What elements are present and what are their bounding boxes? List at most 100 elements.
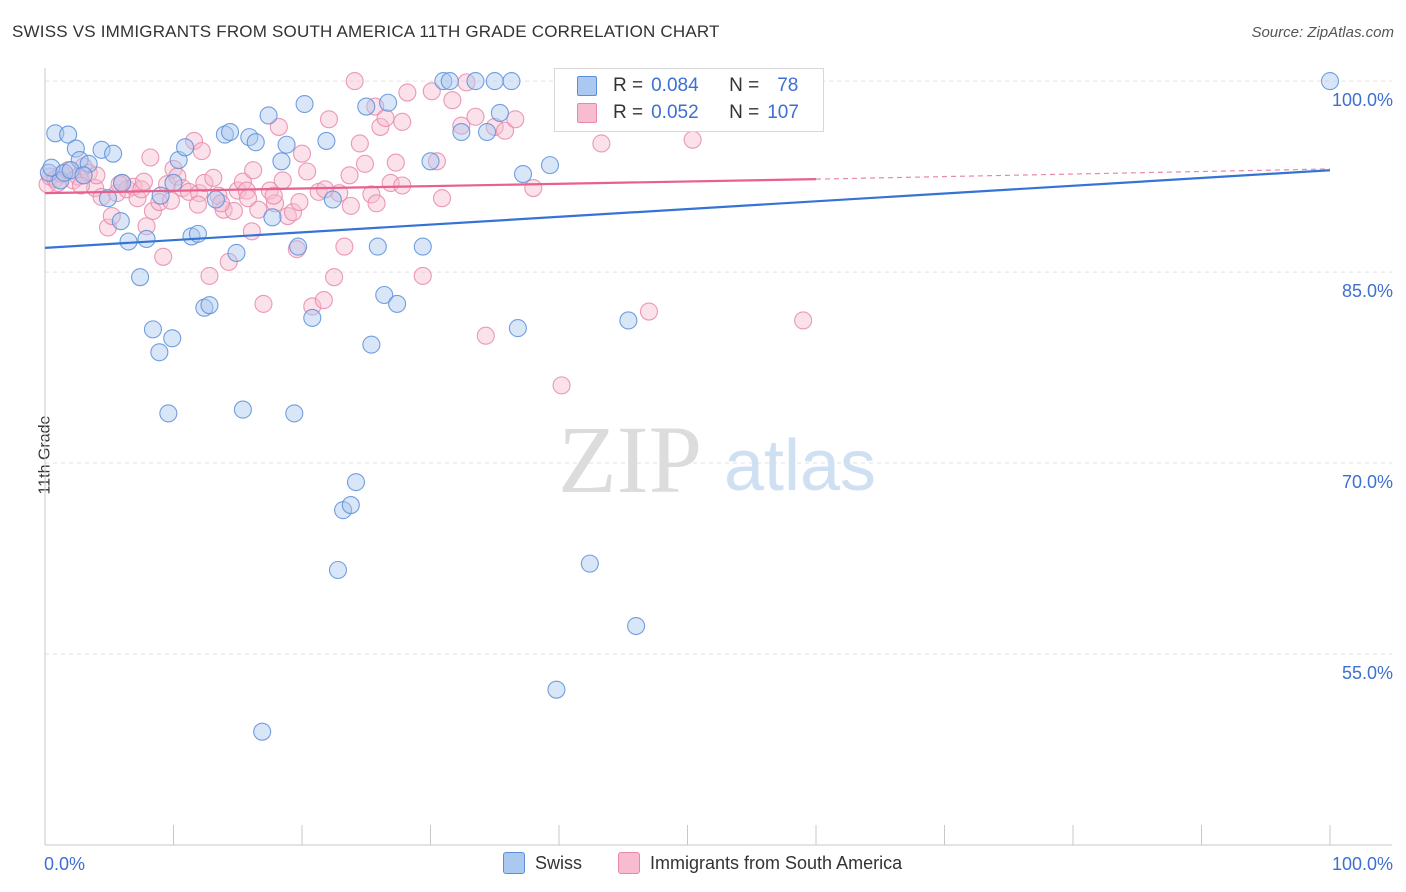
point-swiss <box>74 166 93 185</box>
trend-lines <box>44 168 1331 249</box>
point-swiss <box>1320 72 1340 91</box>
point-immigrants <box>371 117 390 136</box>
legend-row-swiss: R = 0.084 N = 78 <box>577 74 798 98</box>
point-immigrants <box>495 121 515 140</box>
point-swiss <box>362 335 381 354</box>
point-swiss <box>195 298 214 317</box>
x-tick-label: 100.0% <box>1332 854 1393 874</box>
point-swiss <box>368 237 387 256</box>
point-swiss <box>137 229 156 249</box>
legend-swatch-immigrants <box>618 852 640 874</box>
point-immigrants <box>422 82 441 101</box>
point-immigrants <box>264 186 283 205</box>
point-immigrants <box>340 166 359 185</box>
point-swiss <box>46 124 65 143</box>
point-swiss <box>540 156 560 175</box>
legend-swatch-swiss <box>577 76 597 96</box>
point-swiss <box>477 122 497 142</box>
point-immigrants <box>143 201 162 221</box>
trend-line-immigrants-extension <box>815 168 1331 180</box>
point-immigrants <box>200 266 219 285</box>
point-swiss <box>295 94 314 114</box>
point-immigrants <box>393 112 412 131</box>
point-immigrants <box>413 266 432 285</box>
point-swiss <box>580 554 599 573</box>
point-swiss <box>619 311 638 330</box>
point-swiss <box>92 140 111 159</box>
legend-item-swiss[interactable]: Swiss <box>503 852 582 874</box>
point-immigrants <box>249 200 268 219</box>
point-swiss <box>434 72 453 91</box>
points-immigrants-south-america <box>38 72 813 395</box>
point-swiss <box>66 139 85 158</box>
point-immigrants <box>506 110 525 129</box>
point-swiss <box>440 72 459 91</box>
correlation-legend: R = 0.084 N = 78 R = 0.052 N = 107 <box>554 68 824 132</box>
point-immigrants <box>476 326 495 345</box>
point-swiss <box>328 560 348 580</box>
legend-n-label: N = <box>729 102 760 123</box>
point-immigrants <box>443 91 462 110</box>
point-swiss <box>164 173 183 193</box>
point-immigrants <box>190 184 209 203</box>
point-swiss <box>131 268 150 287</box>
point-swiss <box>159 404 178 423</box>
point-swiss <box>150 343 169 362</box>
point-swiss <box>379 93 398 112</box>
legend-label-swiss: Swiss <box>535 852 583 873</box>
point-swiss <box>485 72 504 91</box>
point-immigrants <box>325 268 344 287</box>
point-immigrants <box>683 130 702 149</box>
legend-r-value-immigrants: 0.052 <box>651 102 699 123</box>
series-legend: Swiss Immigrants from South America <box>0 852 1406 878</box>
point-immigrants <box>398 83 417 102</box>
point-swiss <box>98 189 118 208</box>
point-immigrants <box>273 171 292 190</box>
point-immigrants <box>292 144 312 163</box>
y-tick-label: 55.0% <box>1342 663 1393 683</box>
point-swiss <box>289 237 308 256</box>
point-swiss <box>233 400 252 419</box>
legend-r-label: R = <box>613 102 644 123</box>
point-immigrants <box>128 189 147 208</box>
point-immigrants <box>161 191 180 210</box>
point-swiss <box>285 404 304 423</box>
point-immigrants <box>48 173 67 193</box>
point-immigrants <box>314 291 333 310</box>
point-immigrants <box>102 207 121 226</box>
watermark: ZIP atlas <box>558 406 876 513</box>
point-immigrants <box>376 108 395 128</box>
trend-line-swiss <box>44 169 1331 249</box>
point-swiss <box>277 135 296 154</box>
point-swiss <box>502 72 521 91</box>
watermark-atlas: atlas <box>724 426 876 506</box>
point-immigrants <box>192 142 211 161</box>
point-immigrants <box>195 173 214 193</box>
point-swiss <box>79 154 98 173</box>
point-immigrants <box>794 311 813 330</box>
points-swiss <box>39 72 1340 741</box>
point-immigrants <box>137 217 156 236</box>
chart-source: Source: ZipAtlas.com <box>1251 24 1394 41</box>
point-swiss <box>215 125 234 144</box>
legend-item-immigrants[interactable]: Immigrants from South America <box>618 852 902 874</box>
legend-label-immigrants: Immigrants from South America <box>650 852 903 873</box>
point-immigrants <box>350 134 369 153</box>
point-immigrants <box>433 189 452 208</box>
point-immigrants <box>298 162 317 181</box>
point-swiss <box>357 97 376 116</box>
point-swiss <box>206 190 225 209</box>
point-swiss <box>104 144 123 163</box>
point-immigrants <box>552 376 571 395</box>
point-immigrants <box>386 153 405 172</box>
point-swiss <box>341 496 360 515</box>
point-swiss <box>163 329 182 348</box>
point-immigrants <box>204 168 223 187</box>
point-immigrants <box>367 194 386 213</box>
point-swiss <box>323 190 342 209</box>
x-tick-label: 0.0% <box>44 854 85 874</box>
y-tick-label: 100.0% <box>1332 90 1393 110</box>
point-immigrants <box>319 110 339 129</box>
point-swiss <box>303 308 322 327</box>
point-swiss <box>176 138 195 157</box>
